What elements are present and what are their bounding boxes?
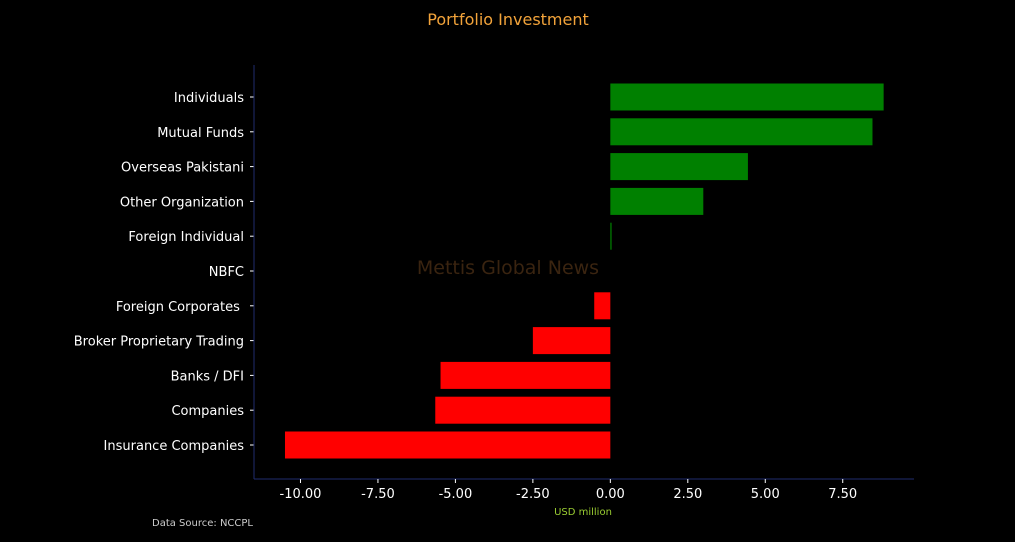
y-tick-label: Overseas Pakistani — [121, 161, 244, 176]
x-tick-label: -7.50 — [361, 487, 395, 502]
x-tick-label: 0.00 — [596, 487, 625, 502]
bar-7 — [532, 327, 611, 355]
x-axis-label: USD million — [554, 507, 612, 518]
bar-9 — [435, 396, 611, 424]
y-tick-label: Insurance Companies — [104, 439, 245, 454]
x-tick-label: -10.00 — [280, 487, 322, 502]
x-tick-label: 2.50 — [673, 487, 702, 502]
x-tick-label: 7.50 — [828, 487, 857, 502]
y-tick-label: Mutual Funds — [157, 126, 244, 141]
bars-layer — [284, 83, 884, 459]
y-tick-label: NBFC — [209, 265, 244, 280]
y-tick-label: Other Organization — [120, 195, 244, 210]
chart-title: Portfolio Investment — [427, 10, 589, 29]
x-tick-label: 5.00 — [751, 487, 780, 502]
bar-6 — [594, 292, 611, 320]
y-tick-label: Foreign Individual — [128, 230, 244, 245]
y-tick-label: Individuals — [174, 91, 244, 106]
x-tick-label: -2.50 — [516, 487, 550, 502]
bar-1 — [610, 118, 873, 146]
y-axis-labels: Individuals Mutual Funds Overseas Pakistan… — [74, 91, 254, 454]
bar-2 — [610, 153, 748, 181]
y-tick-label: Banks / DFI — [171, 369, 244, 384]
bar-4 — [610, 222, 612, 250]
bar-0 — [610, 83, 884, 111]
y-tick-label: Companies — [171, 404, 244, 419]
bar-10 — [284, 431, 611, 459]
bar-3 — [610, 187, 704, 215]
watermark: Mettis Global News — [417, 257, 599, 279]
x-tick-label: -5.00 — [439, 487, 473, 502]
y-tick-label: Foreign Corporates — [116, 300, 244, 315]
bar-8 — [440, 361, 611, 389]
x-axis-ticks: -10.00 -7.50 -5.00 -2.50 0.00 2.50 5.00 7.50 — [280, 479, 857, 502]
data-source-note: Data Source: NCCPL — [152, 518, 253, 529]
y-tick-label: Broker Proprietary Trading — [74, 335, 244, 350]
